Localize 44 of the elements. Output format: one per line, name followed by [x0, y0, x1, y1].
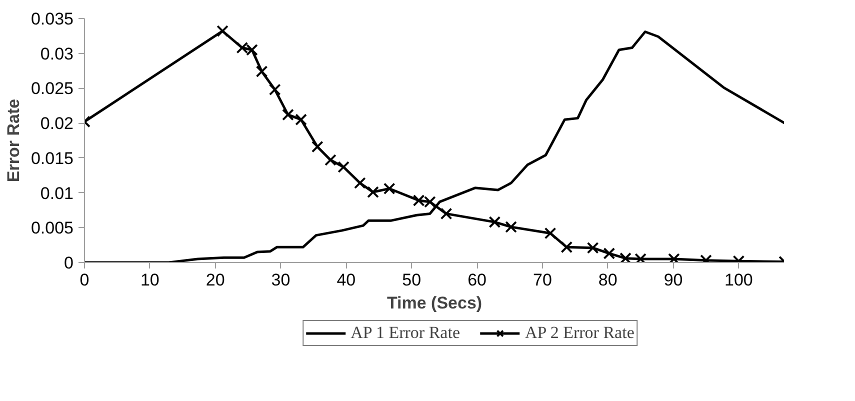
point — [324, 154, 336, 166]
point — [586, 242, 599, 254]
y-tick-label: 0.015 — [30, 148, 74, 168]
point — [603, 247, 616, 260]
point — [311, 140, 324, 153]
point — [505, 220, 517, 233]
point — [668, 253, 680, 262]
y-tick-label: 0.02 — [40, 114, 74, 134]
y-tick-label: 0.005 — [30, 218, 74, 238]
y-axis-title: Error Rate — [4, 98, 23, 182]
point — [295, 114, 307, 126]
point — [216, 25, 228, 37]
y-tick-label: 0.01 — [40, 184, 74, 203]
point — [560, 241, 573, 254]
x-tick-label: 50 — [402, 270, 422, 290]
x-tick-label: 80 — [598, 270, 618, 290]
point — [282, 108, 294, 121]
x-tick-label: 60 — [468, 270, 486, 290]
x-tick-label: 0 — [80, 270, 90, 290]
point — [440, 208, 452, 220]
point — [354, 177, 366, 189]
point — [544, 227, 556, 240]
x-axis-title: Time (Secs) — [386, 294, 482, 312]
x-tick-label: 90 — [664, 270, 683, 290]
point — [634, 253, 647, 262]
legend-label: AP 2 Error Rate — [525, 323, 634, 343]
x-tick-label: 70 — [532, 270, 552, 290]
x-tick-label: 20 — [206, 270, 225, 290]
x-tick-label: 30 — [271, 270, 290, 290]
point — [488, 216, 501, 228]
point — [620, 252, 632, 262]
point — [367, 186, 379, 198]
x-tick-label: 10 — [140, 270, 160, 290]
point — [338, 161, 350, 173]
point — [383, 182, 396, 195]
y-tick-label: 0 — [64, 254, 74, 272]
y-tick-label: 0.025 — [30, 79, 74, 98]
x-tick-label: 100 — [724, 270, 753, 290]
y-tick-label: 0.035 — [30, 10, 74, 28]
point — [268, 84, 281, 96]
y-tick-label: 0.03 — [40, 44, 74, 64]
point — [256, 66, 268, 78]
legend-label: AP 1 Error Rate — [350, 323, 460, 343]
x-tick-label: 40 — [336, 270, 356, 290]
